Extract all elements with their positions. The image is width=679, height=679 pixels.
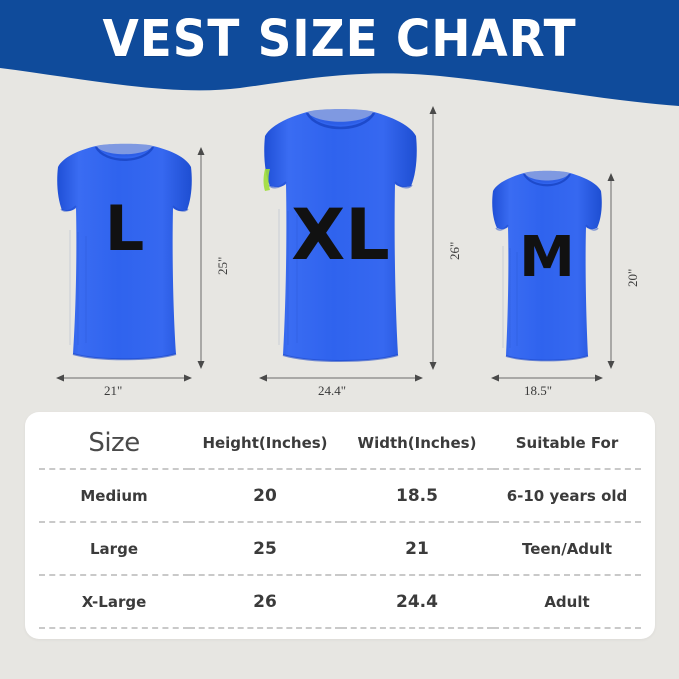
dimension-arrow-horizontal	[56, 374, 192, 382]
vest-illustrations: L 25" 21"	[0, 95, 679, 405]
table-row: Large 25 21 Teen/Adult	[39, 522, 641, 576]
vest-medium-letter: M	[519, 225, 575, 290]
vest-large-height-label: 25"	[215, 256, 230, 275]
vest-large-width-dimension	[56, 371, 192, 385]
table-header-row: Size Height(Inches) Width(Inches) Suitab…	[39, 418, 641, 470]
cell-size: Medium	[39, 469, 189, 523]
cell-suitable: Adult	[493, 575, 641, 629]
vest-medium-graphic	[492, 170, 602, 362]
vest-xlarge-graphic	[263, 109, 417, 362]
vest-large-letter: L	[104, 192, 145, 265]
vest-xlarge-width-dimension	[259, 371, 423, 385]
cell-width: 21	[341, 522, 493, 576]
vest-xlarge: XL	[258, 105, 423, 371]
column-header-size: Size	[39, 418, 189, 470]
vest-medium-width-label: 18.5"	[524, 383, 553, 398]
page-title: VEST SIZE CHART	[102, 10, 577, 69]
cell-suitable: 6-10 years old	[493, 469, 641, 523]
cell-height: 25	[189, 522, 341, 576]
size-table: Size Height(Inches) Width(Inches) Suitab…	[39, 418, 641, 629]
table-row: Medium 20 18.5 6-10 years old	[39, 469, 641, 523]
dimension-arrow-horizontal	[259, 374, 423, 382]
vest-xlarge-height-dimension	[425, 106, 441, 370]
vest-large: L	[52, 140, 197, 368]
dimension-arrow-vertical	[429, 106, 437, 370]
dimension-arrow-horizontal	[491, 374, 603, 382]
header-banner: VEST SIZE CHART	[0, 0, 679, 112]
vest-xlarge-letter: XL	[291, 194, 390, 276]
column-header-width: Width(Inches)	[341, 418, 493, 470]
banner-wave-shape	[0, 0, 679, 106]
vest-medium-width-dimension	[491, 371, 603, 385]
dimension-arrow-vertical	[197, 147, 205, 369]
cell-width: 24.4	[341, 575, 493, 629]
vest-medium-height-dimension	[603, 173, 619, 369]
cell-width: 18.5	[341, 469, 493, 523]
vest-medium-height-label: 20"	[625, 268, 640, 287]
table-row: X-Large 26 24.4 Adult	[39, 575, 641, 629]
cell-suitable: Teen/Adult	[493, 522, 641, 576]
vest-large-width-label: 21"	[104, 383, 123, 398]
column-header-height: Height(Inches)	[189, 418, 341, 470]
vest-xlarge-height-label: 26"	[447, 241, 462, 260]
vest-medium: M	[489, 168, 605, 368]
cell-size: Large	[39, 522, 189, 576]
size-table-card: Size Height(Inches) Width(Inches) Suitab…	[25, 412, 655, 639]
vest-xlarge-width-label: 24.4"	[318, 383, 347, 398]
vest-large-graphic	[57, 143, 192, 361]
cell-height: 20	[189, 469, 341, 523]
cell-size: X-Large	[39, 575, 189, 629]
vest-large-height-dimension	[193, 147, 209, 369]
dimension-arrow-vertical	[607, 173, 615, 369]
cell-height: 26	[189, 575, 341, 629]
column-header-suitable: Suitable For	[493, 418, 641, 470]
